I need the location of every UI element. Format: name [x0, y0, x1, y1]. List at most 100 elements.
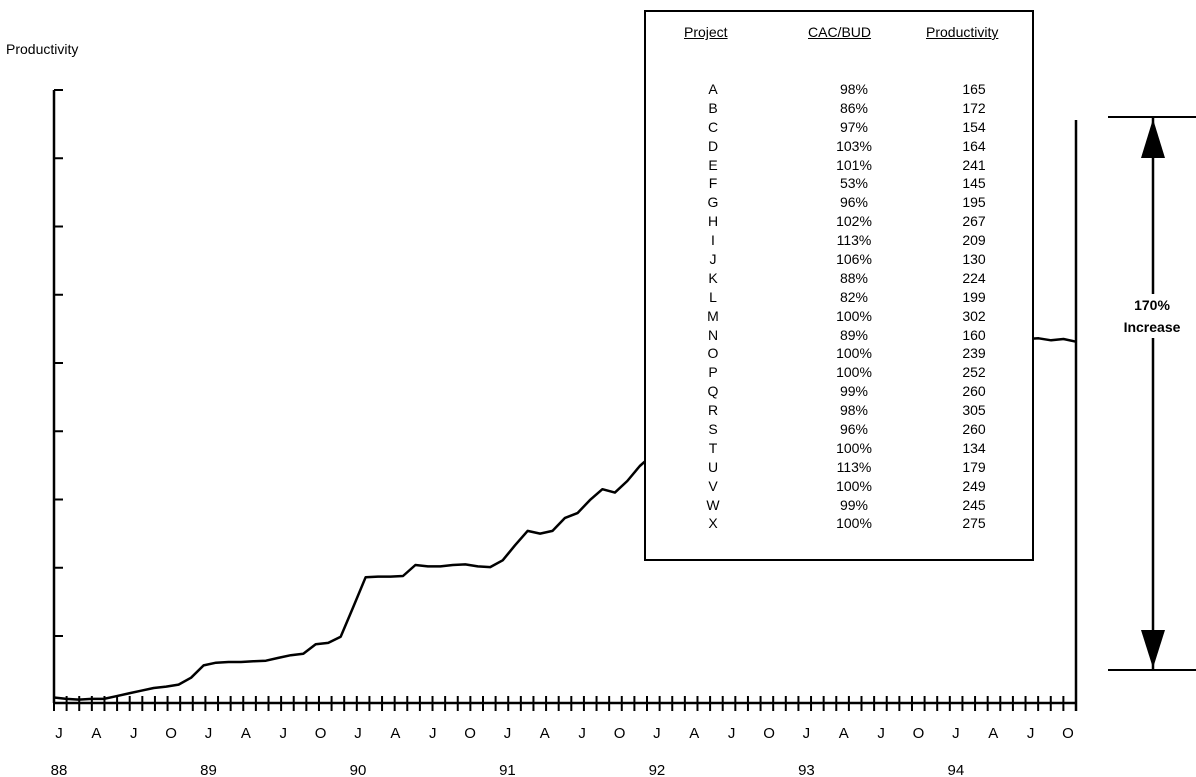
- project-cell: N: [707, 326, 719, 343]
- project-cell: A: [708, 81, 718, 97]
- productivity-cell: 172: [962, 99, 986, 116]
- x-month-label: A: [91, 725, 101, 742]
- table-row: C 97% 154: [646, 120, 1032, 139]
- table-row: E 101% 241: [646, 158, 1032, 177]
- x-month-label: J: [578, 725, 586, 742]
- project-cell: I: [711, 232, 715, 249]
- productivity-cell: 160: [962, 326, 986, 343]
- project-cell: P: [708, 364, 718, 381]
- increase-marker: [1108, 116, 1196, 671]
- cac-bud-cell: 103%: [836, 137, 872, 154]
- project-cell: D: [707, 137, 719, 154]
- increase-annotation: 170% Increase: [1108, 294, 1196, 338]
- x-month-label: A: [988, 725, 998, 742]
- cac-bud-cell: 96%: [839, 421, 869, 438]
- table-row: G 96% 195: [646, 195, 1032, 214]
- table-row: K 88% 224: [646, 271, 1032, 290]
- productivity-cell: 179: [962, 458, 986, 475]
- x-month-label: O: [464, 725, 476, 742]
- x-month-label: J: [803, 725, 811, 742]
- x-month-label: J: [653, 725, 661, 742]
- cac-bud-cell: 100%: [836, 515, 872, 532]
- x-year-label: 90: [350, 762, 367, 777]
- increase-percent: 170%: [1134, 297, 1170, 313]
- productivity-cell: 305: [962, 402, 986, 419]
- x-month-label: J: [429, 725, 437, 742]
- project-cell: C: [707, 118, 719, 135]
- productivity-cell: 145: [962, 175, 986, 192]
- table-row: H 102% 267: [646, 214, 1032, 233]
- cac-bud-cell: 102%: [836, 213, 872, 230]
- x-month-label: J: [728, 725, 736, 742]
- cac-bud-cell: 88%: [839, 269, 869, 286]
- cac-bud-cell: 100%: [836, 345, 872, 362]
- down-arrowhead: [1141, 630, 1165, 668]
- productivity-cell: 130: [962, 251, 986, 268]
- cac-bud-cell: 100%: [836, 439, 872, 456]
- x-axis-labels: J A J O J A J O J A J O J A J O J A J O J A J O J A J O 88 89 90 91 92 93…: [51, 725, 1074, 777]
- table-row: Q 99% 260: [646, 384, 1032, 403]
- table-row: N 89% 160: [646, 328, 1032, 347]
- project-cell: R: [707, 402, 719, 419]
- x-month-label: O: [165, 725, 177, 742]
- table-row: W 99% 245: [646, 498, 1032, 517]
- x-year-label: 89: [200, 762, 217, 777]
- table-row: A 98% 165: [646, 82, 1032, 101]
- cac-bud-cell: 113%: [836, 458, 872, 475]
- project-cell: E: [708, 156, 718, 173]
- x-month-label: A: [689, 725, 699, 742]
- x-month-label: J: [55, 725, 63, 742]
- cac-bud-cell: 96%: [839, 194, 869, 211]
- project-cell: F: [708, 175, 718, 192]
- x-year-label: 94: [948, 762, 965, 777]
- x-year-label: 92: [649, 762, 666, 777]
- y-axis-label: Productivity: [6, 41, 79, 57]
- increase-text: Increase: [1123, 319, 1181, 335]
- project-cell: G: [707, 194, 719, 211]
- cac-bud-cell: 99%: [839, 496, 869, 513]
- cac-bud-cell: 98%: [839, 402, 869, 419]
- productivity-cell: 267: [962, 213, 986, 230]
- x-month-label: O: [913, 725, 925, 742]
- table-row: L 82% 199: [646, 290, 1032, 309]
- x-month-label: O: [614, 725, 626, 742]
- productivity-cell: 224: [962, 269, 986, 286]
- productivity-cell: 245: [962, 496, 986, 513]
- project-cell: H: [707, 213, 719, 230]
- x-month-label: O: [1062, 725, 1074, 742]
- table-row: T 100% 134: [646, 441, 1032, 460]
- table-row: X 100% 275: [646, 516, 1032, 535]
- x-year-label: 93: [798, 762, 815, 777]
- x-month-label: A: [390, 725, 400, 742]
- x-month-label: J: [504, 725, 512, 742]
- x-month-label: J: [1027, 725, 1035, 742]
- x-month-label: A: [839, 725, 849, 742]
- cac-bud-cell: 82%: [839, 288, 869, 305]
- productivity-cell: 154: [962, 118, 986, 135]
- cac-bud-cell: 98%: [839, 81, 869, 97]
- project-cell: K: [708, 269, 718, 286]
- x-month-label: J: [354, 725, 362, 742]
- cac-bud-cell: 101%: [836, 156, 872, 173]
- table-row: I 113% 209: [646, 233, 1032, 252]
- cac-bud-cell: 100%: [836, 364, 872, 381]
- table-row: M 100% 302: [646, 309, 1032, 328]
- up-arrowhead: [1141, 119, 1165, 158]
- header-productivity: Productivity: [926, 24, 999, 40]
- header-cac-bud: CAC/BUD: [808, 24, 872, 40]
- x-month-label: A: [241, 725, 251, 742]
- cac-bud-cell: 99%: [839, 383, 869, 400]
- x-month-label: A: [540, 725, 550, 742]
- table-row: B 86% 172: [646, 101, 1032, 120]
- x-year-label: 88: [51, 762, 68, 777]
- project-cell: M: [707, 307, 719, 324]
- project-cell: L: [709, 288, 717, 305]
- productivity-cell: 249: [962, 477, 986, 494]
- project-cell: S: [708, 421, 718, 438]
- x-year-label: 91: [499, 762, 516, 777]
- cac-bud-cell: 97%: [839, 118, 869, 135]
- x-month-label: O: [763, 725, 775, 742]
- cac-bud-cell: 100%: [836, 307, 872, 324]
- project-cell: J: [709, 251, 717, 268]
- project-cell: V: [708, 477, 718, 494]
